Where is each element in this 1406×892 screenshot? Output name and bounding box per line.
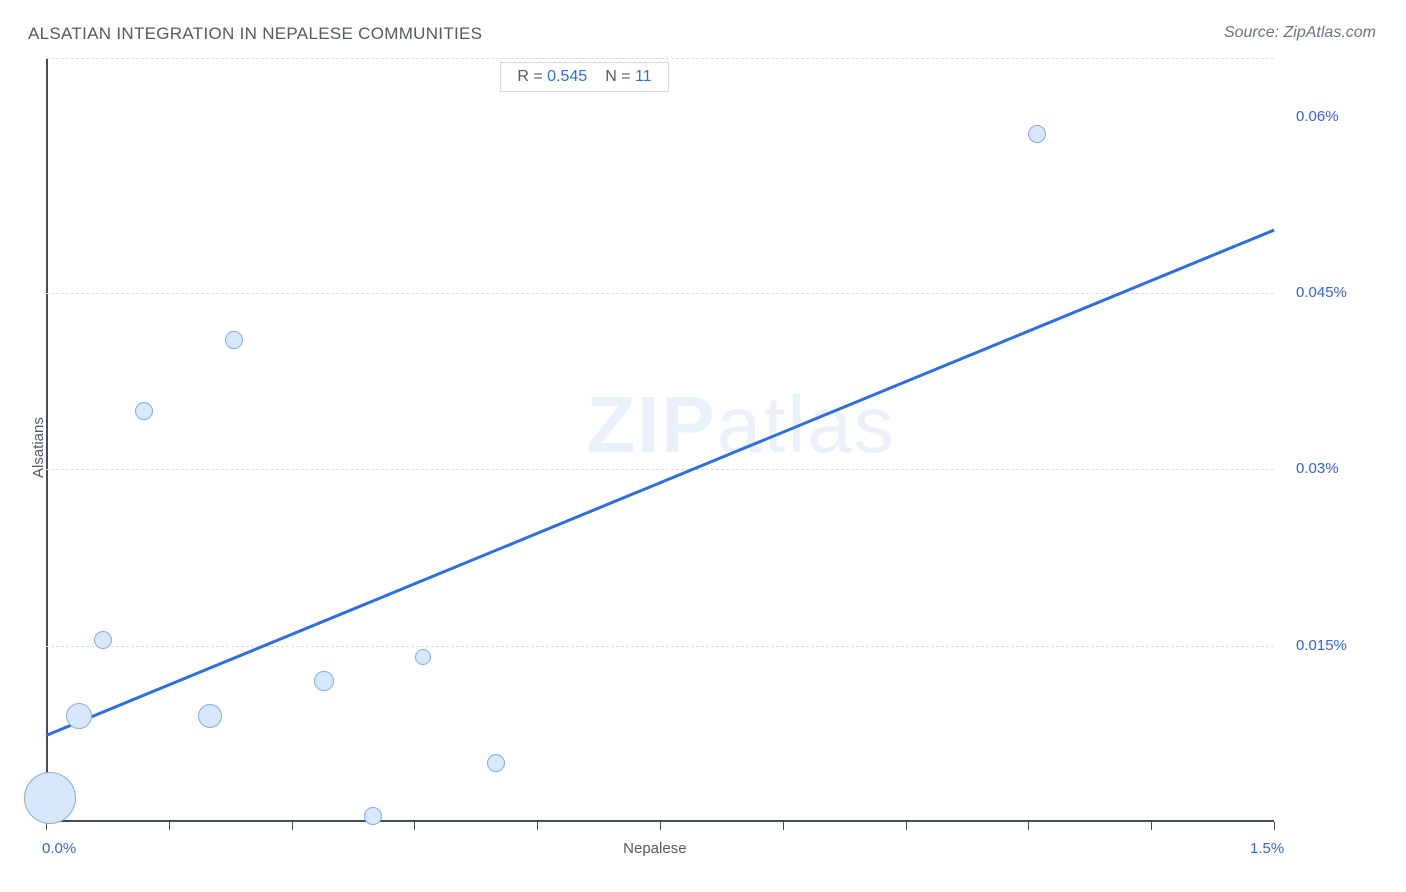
x-tick-label: 1.5% — [1250, 840, 1284, 857]
n-value: 11 — [635, 68, 652, 85]
data-point — [198, 704, 222, 728]
watermark: ZIPatlas — [586, 379, 895, 471]
r-value: 0.545 — [547, 68, 587, 85]
data-point — [487, 754, 505, 772]
x-tick — [537, 822, 538, 830]
watermark-bold: ZIP — [586, 380, 716, 469]
stats-box: R = 0.545 N = 11 — [500, 62, 668, 92]
n-stat: N = 11 — [605, 68, 651, 86]
source-attribution: Source: ZipAtlas.com — [1224, 24, 1376, 42]
data-point — [364, 807, 382, 825]
x-tick — [660, 822, 661, 830]
chart-title: ALSATIAN INTEGRATION IN NEPALESE COMMUNI… — [28, 24, 482, 44]
x-tick — [906, 822, 907, 830]
y-tick-label: 0.06% — [1296, 108, 1339, 125]
x-tick — [783, 822, 784, 830]
data-point — [415, 649, 431, 665]
x-tick — [1274, 822, 1275, 830]
data-point — [94, 631, 112, 649]
watermark-rest: atlas — [717, 380, 896, 469]
gridline — [46, 646, 1274, 647]
gridline — [46, 469, 1274, 470]
y-tick-label: 0.03% — [1296, 460, 1339, 477]
x-tick — [169, 822, 170, 830]
x-tick — [414, 822, 415, 830]
trend-line — [45, 229, 1274, 737]
data-point — [225, 331, 243, 349]
scatter-plot: ZIPatlas R = 0.545 N = 11 — [46, 58, 1274, 822]
y-tick-label: 0.015% — [1296, 637, 1347, 654]
n-label: N = — [605, 68, 635, 85]
x-tick — [292, 822, 293, 830]
r-label: R = — [517, 68, 547, 85]
y-axis-label: Alsatians — [30, 417, 47, 478]
data-point — [66, 703, 92, 729]
gridline — [46, 58, 1274, 59]
data-point — [24, 772, 76, 824]
x-tick — [1151, 822, 1152, 830]
data-point — [314, 671, 334, 691]
data-point — [1028, 125, 1046, 143]
data-point — [135, 402, 153, 420]
r-stat: R = 0.545 — [517, 68, 587, 86]
x-axis-label: Nepalese — [623, 840, 686, 857]
y-tick-label: 0.045% — [1296, 284, 1347, 301]
x-tick — [1028, 822, 1029, 830]
x-tick-label: 0.0% — [42, 840, 76, 857]
gridline — [46, 293, 1274, 294]
